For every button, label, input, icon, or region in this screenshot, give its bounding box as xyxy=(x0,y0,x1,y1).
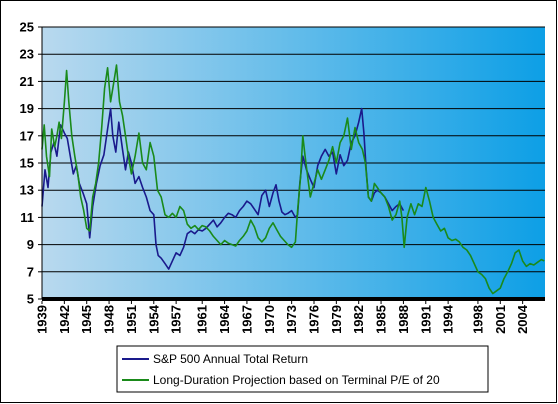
x-tick-label-1954: 1954 xyxy=(146,304,161,334)
legend: S&P 500 Annual Total Return Long-Duration… xyxy=(116,345,489,393)
x-tick-label-1945: 1945 xyxy=(79,305,94,334)
x-tick-label-2004: 2004 xyxy=(515,304,530,334)
x-tick-label-1970: 1970 xyxy=(262,305,277,334)
x-axis-line xyxy=(42,297,545,301)
x-tick-label-2001: 2001 xyxy=(493,305,508,334)
y-tick-label-13: 13 xyxy=(20,183,34,198)
y-tick-label-17: 17 xyxy=(20,128,34,143)
x-tick-label-1979: 1979 xyxy=(329,305,344,334)
y-tick-label-25: 25 xyxy=(20,20,34,35)
y-tick-label-11: 11 xyxy=(20,210,34,225)
y-tick-label-21: 21 xyxy=(20,74,34,89)
x-tick-label-1964: 1964 xyxy=(217,304,232,334)
series-line-2 xyxy=(41,64,545,295)
x-tick-label-1948: 1948 xyxy=(102,305,117,334)
x-tick-label-1967: 1967 xyxy=(239,305,254,334)
legend-box xyxy=(116,345,489,393)
y-tick-label-15: 15 xyxy=(20,156,34,171)
x-tick-label-1976: 1976 xyxy=(306,305,321,334)
x-tick-label-1973: 1973 xyxy=(284,305,299,334)
y-tick-label-5: 5 xyxy=(27,292,34,307)
x-tick-label-1942: 1942 xyxy=(57,305,72,334)
y-tick-label-19: 19 xyxy=(20,101,34,116)
x-tick-label-1985: 1985 xyxy=(374,305,389,334)
y-tick-label-7: 7 xyxy=(27,264,34,279)
legend-label-1: S&P 500 Annual Total Return xyxy=(153,352,308,366)
x-tick-label-1939: 1939 xyxy=(35,305,50,334)
x-tick-label-1994: 1994 xyxy=(441,304,456,334)
y-tick-label-23: 23 xyxy=(20,47,34,62)
x-tick-label-1988: 1988 xyxy=(396,305,411,334)
x-tick-label-1998: 1998 xyxy=(470,305,485,334)
axes: 5 7 9 11 13 15 17 19 21 23 25 1939 1942 1945 1948 1951 1… xyxy=(20,20,545,334)
x-tick-label-1982: 1982 xyxy=(351,305,366,334)
x-tick-label-1951: 1951 xyxy=(124,305,139,334)
y-tick-label-9: 9 xyxy=(27,237,34,252)
x-tick-label-1991: 1991 xyxy=(418,305,433,334)
x-tick-label-1961: 1961 xyxy=(195,305,210,334)
series-layer xyxy=(41,64,545,295)
x-tick-label-1957: 1957 xyxy=(169,305,184,334)
legend-label-2: Long-Duration Projection based on Termin… xyxy=(153,373,440,387)
series-line-1 xyxy=(41,107,405,270)
